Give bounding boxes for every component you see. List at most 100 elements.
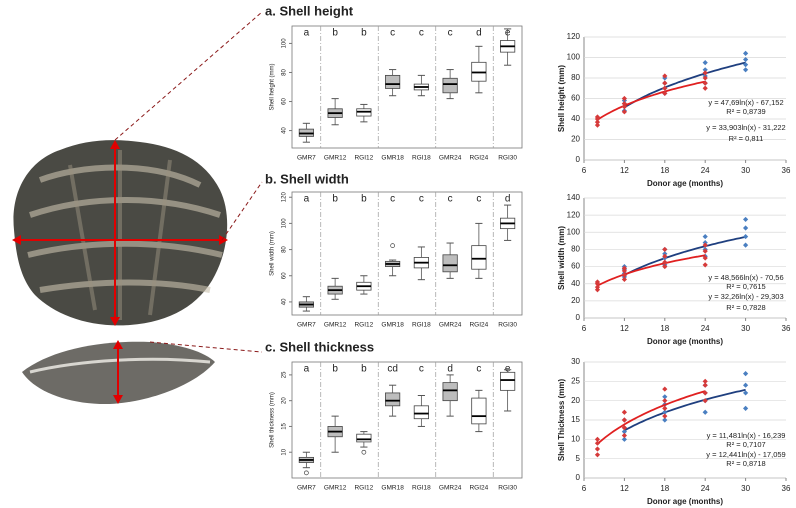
x-tick-label: 36	[782, 166, 791, 175]
y-tick-label: 20	[571, 296, 580, 305]
y-tick-label: 10	[571, 434, 580, 443]
point	[662, 413, 668, 419]
oyster-photo-top	[13, 140, 228, 326]
group-letter: b	[361, 28, 367, 39]
point	[621, 417, 627, 423]
group-letter: c	[476, 194, 481, 205]
y-tick-label: 60	[571, 94, 580, 103]
point	[702, 255, 708, 261]
box	[471, 397, 487, 425]
group-letter: d	[476, 28, 482, 39]
point	[743, 56, 749, 63]
y-tick-label: 80	[282, 68, 288, 75]
group-letter: c	[390, 28, 395, 39]
group-letter: b	[361, 194, 367, 205]
point	[662, 85, 668, 91]
group-letter: c	[448, 28, 453, 39]
x-tick-label: RGI24	[469, 155, 488, 162]
x-tick-label: RGI18	[412, 485, 431, 492]
x-tick-label: RGI12	[354, 485, 373, 492]
point	[594, 122, 601, 128]
x-tick-label: 6	[582, 484, 587, 493]
fit-r2: R² = 0,811	[729, 134, 764, 143]
panel-title: a. Shell height	[265, 3, 354, 18]
group-letter: d	[505, 194, 511, 205]
x-tick-label: 12	[620, 484, 629, 493]
point	[662, 259, 668, 265]
group-letter: b	[332, 364, 338, 375]
fit-r2: R² = 0,8718	[726, 459, 765, 468]
y-tick-label: 60	[282, 98, 288, 105]
panel-title: c. Shell thickness	[265, 339, 374, 354]
y-axis-label: Shell Thickness (mm)	[557, 379, 566, 462]
x-tick-label: 18	[660, 324, 669, 333]
point	[621, 109, 627, 115]
plot-frame	[291, 191, 523, 316]
point	[594, 114, 601, 120]
fit-equation: y = 32,26ln(x) - 29,303	[708, 292, 783, 301]
y-tick-label: 25	[571, 376, 580, 385]
point	[662, 73, 668, 79]
x-tick-label: GMR24	[439, 485, 462, 492]
point	[743, 216, 749, 223]
fit-equation: y = 47,69ln(x) - 67,152	[708, 98, 783, 107]
group-letter: b	[332, 28, 338, 39]
point	[702, 248, 708, 254]
x-tick-label: GMR18	[381, 485, 404, 492]
point	[662, 417, 668, 423]
outlier	[304, 470, 309, 476]
group-letter: d	[447, 364, 453, 375]
outlier	[361, 449, 367, 455]
point	[702, 85, 708, 91]
y-tick-label: 60	[571, 262, 580, 271]
point	[743, 233, 749, 240]
group-letter: c	[419, 194, 424, 205]
x-tick-label: GMR7	[297, 155, 316, 162]
point	[662, 253, 668, 259]
box	[356, 433, 372, 443]
point	[662, 90, 668, 96]
point	[594, 440, 601, 446]
x-tick-label: RGI18	[412, 155, 431, 162]
y-axis-label: Shell height (mm)	[557, 65, 566, 132]
fit-equation: y = 48,566ln(x) - 70,56	[708, 273, 783, 282]
y-tick-label: 40	[571, 279, 580, 288]
point	[702, 382, 708, 388]
point	[594, 436, 601, 442]
point	[702, 262, 708, 268]
y-tick-label: 15	[571, 415, 580, 424]
y-tick-label: 40	[282, 127, 288, 134]
y-tick-label: 20	[571, 396, 580, 405]
point	[662, 398, 668, 404]
y-tick-label: 5	[576, 454, 581, 463]
plot-frame	[291, 25, 523, 149]
x-tick-label: RGI12	[354, 322, 373, 329]
y-axis-label: Shell height (mm)	[270, 63, 276, 110]
point	[621, 425, 627, 431]
plot-frame	[291, 361, 523, 479]
group-letter: a	[304, 194, 310, 205]
trend-curve	[597, 254, 706, 287]
x-tick-label: GMR24	[439, 155, 462, 162]
trend-curve	[623, 236, 746, 276]
fit-equation: y = 11,481ln(x) - 16,239	[707, 431, 786, 440]
fit-r2: R² = 0,7615	[726, 282, 765, 291]
y-tick-label: 25	[282, 371, 288, 378]
fit-r2: R² = 0,7107	[726, 440, 765, 449]
x-tick-label: GMR18	[381, 155, 404, 162]
point	[621, 95, 627, 102]
y-tick-label: 100	[567, 227, 581, 236]
y-tick-label: 120	[567, 210, 581, 219]
point	[621, 265, 627, 271]
y-axis-label: Shell thickness (mm)	[270, 392, 276, 448]
x-tick-label: 24	[701, 484, 710, 493]
panel-title: b. Shell width	[265, 171, 349, 186]
point	[594, 446, 601, 452]
point	[743, 50, 749, 56]
y-tick-label: 40	[571, 114, 580, 123]
box	[442, 77, 458, 94]
y-tick-label: 40	[282, 298, 288, 305]
point	[702, 75, 708, 81]
x-tick-label: 24	[701, 166, 710, 175]
